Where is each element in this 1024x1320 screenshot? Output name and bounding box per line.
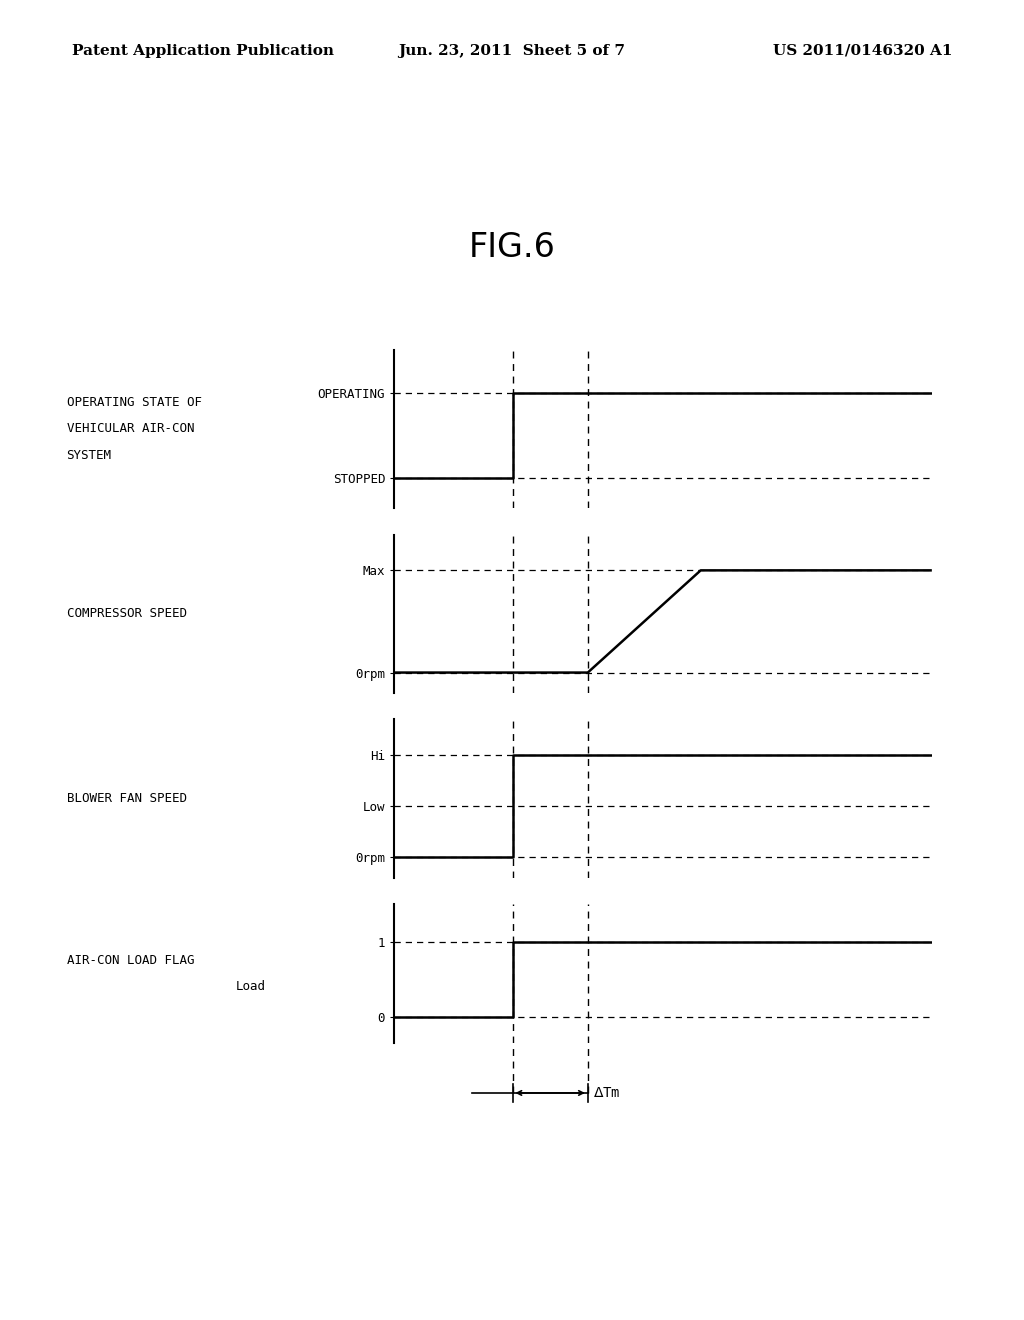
Text: SYSTEM: SYSTEM [67,449,112,462]
Text: BLOWER FAN SPEED: BLOWER FAN SPEED [67,792,186,805]
Text: OPERATING STATE OF: OPERATING STATE OF [67,396,202,409]
Text: Patent Application Publication: Patent Application Publication [72,44,334,58]
Text: Jun. 23, 2011  Sheet 5 of 7: Jun. 23, 2011 Sheet 5 of 7 [398,44,626,58]
Text: US 2011/0146320 A1: US 2011/0146320 A1 [773,44,952,58]
Text: COMPRESSOR SPEED: COMPRESSOR SPEED [67,607,186,620]
Text: Load: Load [236,981,266,993]
Text: VEHICULAR AIR-CON: VEHICULAR AIR-CON [67,422,195,436]
Text: AIR-CON LOAD FLAG: AIR-CON LOAD FLAG [67,954,195,966]
Text: FIG.6: FIG.6 [469,231,555,264]
Text: $\Delta$Tm: $\Delta$Tm [593,1086,621,1100]
